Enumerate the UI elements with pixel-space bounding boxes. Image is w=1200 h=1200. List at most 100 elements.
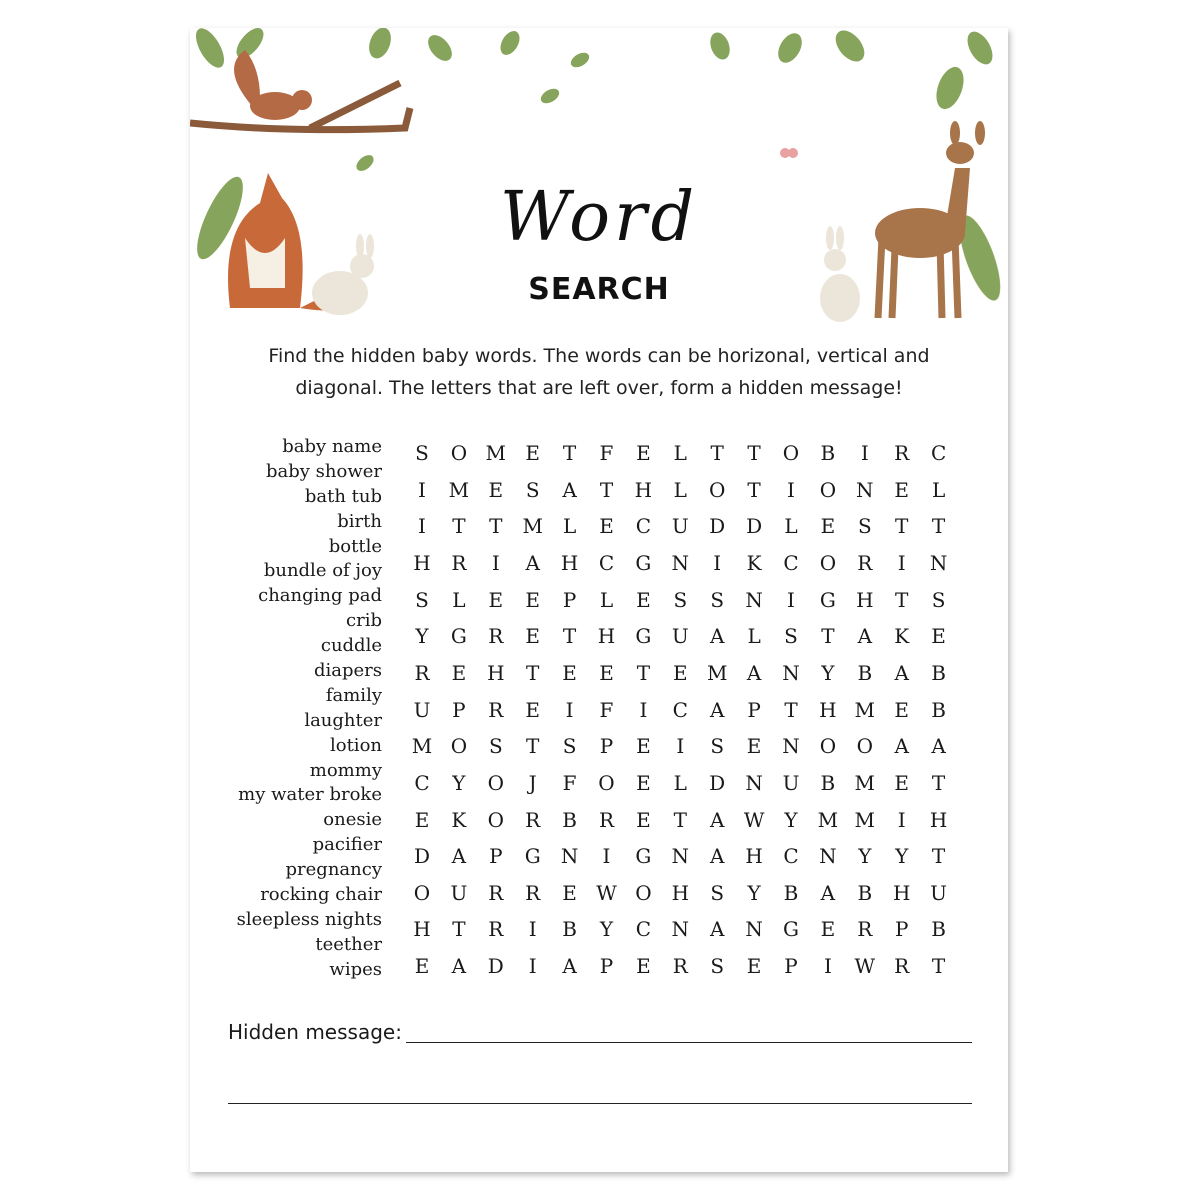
grid-letter[interactable]: R bbox=[894, 441, 910, 465]
grid-letter[interactable]: S bbox=[488, 734, 503, 759]
grid-letter[interactable]: N bbox=[560, 844, 579, 869]
grid-letter[interactable]: G bbox=[819, 587, 836, 612]
grid-letter[interactable]: H bbox=[892, 880, 911, 905]
grid-letter[interactable]: E bbox=[931, 624, 946, 649]
grid-letter[interactable]: K bbox=[746, 550, 762, 575]
grid-letter[interactable]: T bbox=[562, 441, 577, 465]
grid-letter[interactable]: U bbox=[930, 880, 948, 905]
grid-letter[interactable]: H bbox=[745, 844, 763, 869]
grid-letter[interactable]: N bbox=[929, 550, 948, 575]
grid-letter[interactable]: S bbox=[931, 587, 946, 612]
grid-letter[interactable]: N bbox=[782, 734, 800, 759]
grid-letter[interactable]: B bbox=[857, 880, 873, 905]
grid-letter[interactable]: R bbox=[857, 917, 873, 942]
grid-letter[interactable]: O bbox=[635, 880, 652, 905]
grid-letter[interactable]: Y bbox=[452, 770, 466, 795]
grid-letter[interactable]: P bbox=[784, 954, 798, 979]
grid-letter[interactable]: E bbox=[525, 697, 540, 722]
grid-letter[interactable]: A bbox=[746, 660, 762, 685]
grid-letter[interactable]: Y bbox=[747, 880, 761, 905]
grid-letter[interactable]: N bbox=[819, 844, 837, 869]
grid-letter[interactable]: E bbox=[636, 807, 651, 832]
grid-letter[interactable]: S bbox=[673, 587, 688, 612]
grid-letter[interactable]: C bbox=[783, 844, 799, 869]
grid-letter[interactable]: O bbox=[487, 770, 504, 795]
grid-letter[interactable]: E bbox=[746, 734, 762, 759]
grid-letter[interactable]: E bbox=[488, 477, 504, 502]
grid-letter[interactable]: M bbox=[854, 807, 876, 832]
grid-letter[interactable]: E bbox=[820, 917, 836, 942]
grid-letter[interactable]: U bbox=[782, 770, 800, 795]
grid-letter[interactable]: A bbox=[562, 477, 577, 502]
grid-letter[interactable]: T bbox=[526, 734, 540, 759]
grid-letter[interactable]: A bbox=[857, 624, 873, 649]
grid-letter[interactable]: A bbox=[525, 550, 540, 575]
grid-letter[interactable]: T bbox=[489, 514, 503, 539]
grid-letter[interactable]: M bbox=[854, 697, 876, 722]
grid-letter[interactable]: A bbox=[451, 954, 467, 979]
grid-letter[interactable]: I bbox=[639, 697, 648, 722]
grid-letter[interactable]: D bbox=[746, 514, 763, 539]
grid-letter[interactable]: E bbox=[820, 514, 836, 539]
grid-letter[interactable]: M bbox=[706, 660, 728, 685]
grid-letter[interactable]: P bbox=[599, 734, 614, 759]
hidden-message-line-1[interactable] bbox=[406, 1042, 972, 1043]
grid-letter[interactable]: T bbox=[636, 660, 651, 685]
grid-letter[interactable]: E bbox=[636, 770, 651, 795]
grid-letter[interactable]: P bbox=[452, 697, 466, 722]
grid-letter[interactable]: H bbox=[597, 624, 616, 649]
grid-letter[interactable]: H bbox=[560, 550, 579, 575]
grid-letter[interactable]: N bbox=[671, 917, 690, 942]
grid-letter[interactable]: T bbox=[452, 917, 466, 942]
grid-letter[interactable]: R bbox=[857, 550, 873, 575]
grid-letter[interactable]: O bbox=[782, 441, 800, 465]
grid-letter[interactable]: D bbox=[413, 844, 431, 869]
grid-letter[interactable]: O bbox=[598, 770, 615, 795]
grid-letter[interactable]: A bbox=[709, 917, 725, 942]
grid-letter[interactable]: B bbox=[820, 770, 836, 795]
grid-letter[interactable]: R bbox=[488, 880, 504, 905]
grid-letter[interactable]: E bbox=[894, 770, 909, 795]
grid-letter[interactable]: T bbox=[821, 624, 835, 649]
grid-letter[interactable]: M bbox=[522, 514, 543, 539]
grid-letter[interactable]: H bbox=[671, 880, 690, 905]
grid-letter[interactable]: R bbox=[598, 807, 615, 832]
grid-letter[interactable]: C bbox=[783, 550, 799, 575]
grid-letter[interactable]: E bbox=[746, 954, 762, 979]
grid-letter[interactable]: M bbox=[485, 441, 507, 465]
grid-letter[interactable]: O bbox=[450, 734, 468, 759]
grid-letter[interactable]: U bbox=[413, 697, 431, 722]
grid-letter[interactable]: I bbox=[676, 734, 685, 759]
grid-letter[interactable]: Y bbox=[895, 844, 909, 869]
grid-letter[interactable]: S bbox=[415, 441, 429, 465]
grid-letter[interactable]: W bbox=[854, 954, 876, 979]
grid-letter[interactable]: B bbox=[562, 807, 577, 832]
grid-letter[interactable]: T bbox=[931, 770, 946, 795]
grid-letter[interactable]: C bbox=[672, 697, 688, 722]
grid-letter[interactable]: E bbox=[488, 587, 504, 612]
grid-letter[interactable]: I bbox=[823, 954, 832, 979]
grid-letter[interactable]: C bbox=[930, 441, 947, 465]
grid-letter[interactable]: I bbox=[418, 477, 426, 502]
grid-letter[interactable]: G bbox=[450, 624, 467, 649]
grid-letter[interactable]: H bbox=[634, 477, 653, 502]
grid-letter[interactable]: L bbox=[452, 587, 466, 612]
grid-letter[interactable]: C bbox=[635, 514, 652, 539]
grid-letter[interactable]: R bbox=[488, 624, 504, 649]
grid-letter[interactable]: I bbox=[418, 514, 426, 539]
grid-letter[interactable]: L bbox=[747, 624, 761, 649]
grid-letter[interactable]: A bbox=[894, 660, 909, 685]
grid-letter[interactable]: P bbox=[562, 587, 577, 612]
grid-letter[interactable]: E bbox=[525, 624, 540, 649]
grid-letter[interactable]: S bbox=[710, 587, 725, 612]
grid-letter[interactable]: P bbox=[599, 954, 614, 979]
grid-letter[interactable]: I bbox=[491, 550, 500, 575]
grid-letter[interactable]: Y bbox=[599, 917, 614, 942]
grid-letter[interactable]: N bbox=[782, 660, 800, 685]
grid-letter[interactable]: S bbox=[710, 734, 725, 759]
grid-letter[interactable]: B bbox=[783, 880, 799, 905]
grid-letter[interactable]: S bbox=[562, 734, 577, 759]
grid-letter[interactable]: B bbox=[931, 697, 946, 722]
grid-letter[interactable]: E bbox=[894, 477, 909, 502]
grid-letter[interactable]: L bbox=[673, 477, 687, 502]
